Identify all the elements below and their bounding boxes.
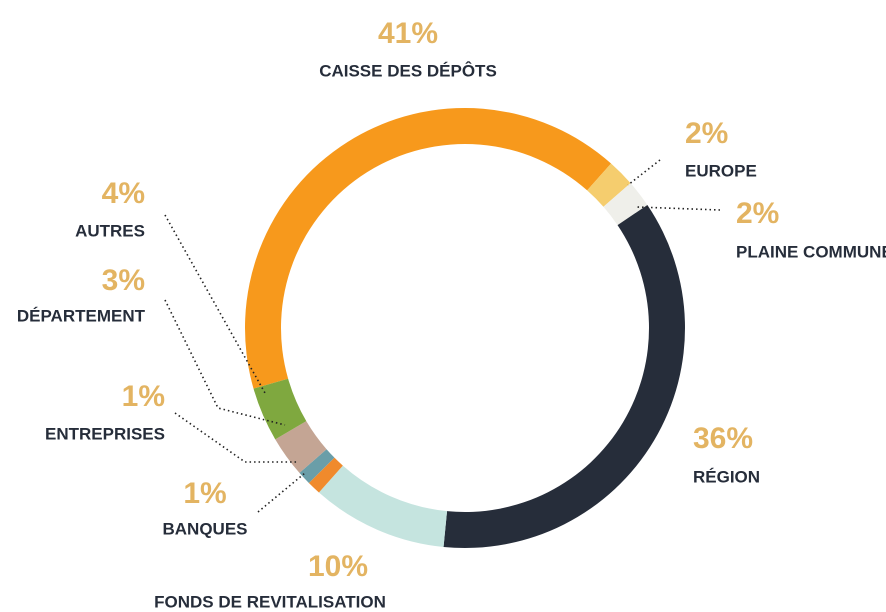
category-label: FONDS DE REVITALISATION	[154, 592, 386, 611]
value-label: 3%	[102, 264, 145, 297]
value-label: 4%	[102, 177, 145, 210]
donut-segment	[308, 457, 343, 493]
leader-line	[636, 206, 721, 211]
category-label: ENTREPRISES	[45, 424, 165, 443]
donut-segment	[244, 107, 612, 389]
category-label: DÉPARTEMENT	[17, 306, 146, 325]
category-label: PLAINE COMMUNE	[736, 242, 886, 261]
value-label: 1%	[183, 477, 226, 510]
donut-segment	[443, 204, 685, 548]
category-label: BANQUES	[162, 519, 247, 538]
donut-segment	[318, 465, 448, 547]
leader-line	[627, 159, 661, 186]
value-label: 41%	[378, 17, 438, 50]
value-label: 2%	[736, 197, 779, 230]
category-label: CAISSE DES DÉPÔTS	[319, 61, 497, 80]
value-label: 1%	[122, 380, 165, 413]
donut-segment	[587, 163, 631, 207]
value-label: 36%	[693, 422, 753, 455]
donut-segment	[253, 378, 307, 440]
category-label: RÉGION	[693, 467, 760, 486]
donut-segment	[275, 421, 327, 473]
donut-segment	[603, 183, 648, 226]
leader-line	[174, 412, 298, 463]
category-label: EUROPE	[685, 161, 757, 180]
value-label: 2%	[685, 117, 728, 150]
donut-segment	[299, 449, 335, 484]
leader-line	[257, 472, 306, 513]
category-label: AUTRES	[75, 221, 145, 240]
value-label: 10%	[308, 550, 368, 583]
